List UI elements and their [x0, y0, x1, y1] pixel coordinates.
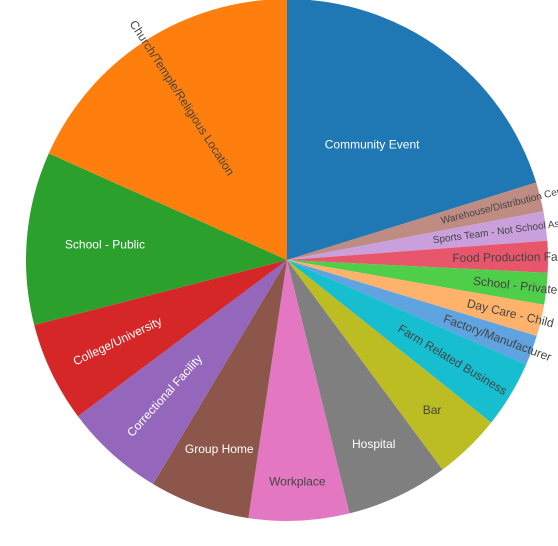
pie-slice-workplace[interactable]: [248, 260, 350, 521]
pie-label-community-event: Community Event: [325, 137, 420, 151]
pie-slice-sports-team-not-school-associated[interactable]: [287, 211, 548, 260]
pie-slice-group-home[interactable]: [153, 260, 287, 519]
pie-slice-farm-related-business[interactable]: [287, 260, 527, 423]
pie-slice-hospital[interactable]: [287, 260, 443, 514]
pie-label-workplace: Workplace: [269, 475, 326, 489]
pie-slice-school-public[interactable]: [26, 153, 287, 325]
pie-slice-church-temple-religious-location[interactable]: [48, 0, 287, 260]
pie-slice-day-care-child[interactable]: [287, 260, 545, 337]
pie-label-school-public: School - Public: [65, 238, 145, 252]
pie-label-group-home: Group Home: [185, 442, 254, 456]
pie-slice-college-university[interactable]: [34, 260, 288, 417]
pie-slice-warehouse-distribution-centers[interactable]: [287, 182, 544, 261]
pie-slice-bar[interactable]: [287, 260, 492, 470]
pie-slice-factory-manufacturer[interactable]: [287, 260, 537, 365]
pie-slices: [26, 0, 548, 521]
pie-label-hospital: Hospital: [352, 437, 395, 451]
pie-slice-school-private[interactable]: [287, 260, 548, 305]
pie-slice-food-production-facility[interactable]: [287, 240, 548, 273]
pie-slice-correctional-facility[interactable]: [77, 260, 287, 485]
pie-label-food-production-facility: Food Production Facility: [452, 249, 558, 265]
pie-label-bar: Bar: [423, 403, 442, 417]
pie-slice-community-event[interactable]: [287, 0, 537, 260]
